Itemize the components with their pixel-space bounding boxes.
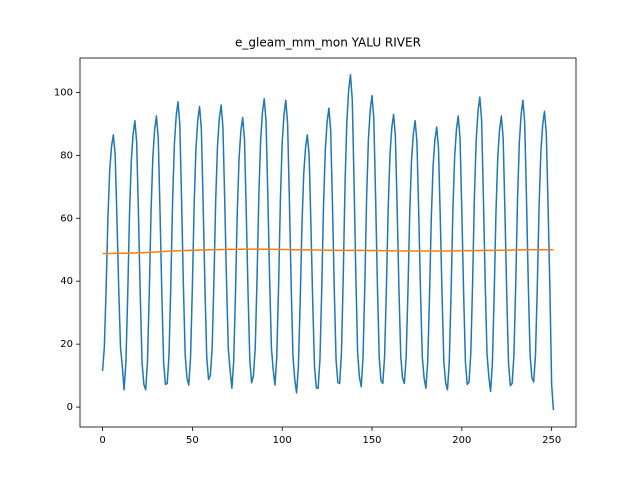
data-line <box>102 248 554 255</box>
plot-frame <box>79 57 577 428</box>
x-tick-label: 100 <box>273 435 292 446</box>
y-tick-label: 60 <box>60 213 73 224</box>
y-tick-label: 0 <box>67 402 73 413</box>
data-line <box>101 74 555 411</box>
x-tick-label: 150 <box>362 435 381 446</box>
chart-title: e_gleam_mm_mon YALU RIVER <box>235 36 421 50</box>
x-tick-label: 200 <box>452 435 471 446</box>
x-tick-label: 250 <box>542 435 561 446</box>
x-tick-label: 50 <box>186 435 199 446</box>
y-tick-label: 100 <box>54 87 73 98</box>
x-tick-label: 0 <box>99 435 105 446</box>
y-tick-label: 20 <box>60 339 73 350</box>
y-tick-label: 80 <box>60 150 73 161</box>
y-tick-label: 40 <box>60 276 73 287</box>
